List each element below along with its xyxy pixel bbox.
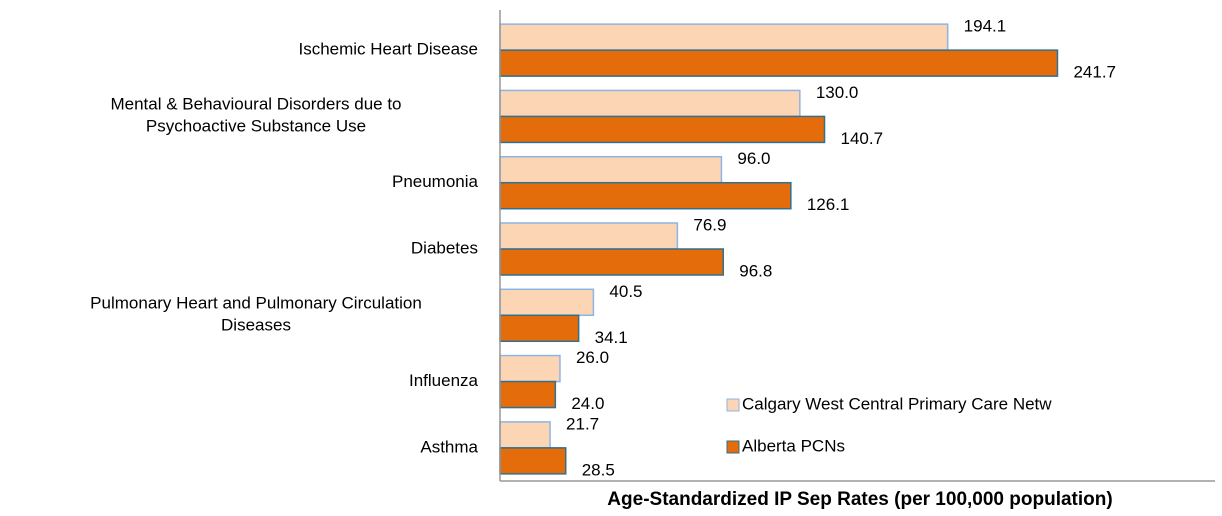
bar [499, 288, 595, 317]
y-tick-label: Pulmonary Heart and Pulmonary Circulatio… [90, 294, 422, 335]
data-label: 96.8 [739, 261, 772, 280]
y-tick-label: Influenza [409, 371, 479, 390]
data-label: 28.5 [582, 460, 615, 479]
bar [499, 49, 1059, 77]
bar [499, 23, 949, 51]
bar [499, 421, 551, 449]
data-label: 21.7 [566, 414, 599, 433]
data-label: 96.0 [737, 149, 770, 168]
bar [499, 181, 792, 210]
y-tick-label: Asthma [420, 437, 478, 456]
bar [499, 354, 561, 383]
bar [499, 115, 826, 144]
legend-label: Alberta PCNs [742, 436, 845, 455]
bar [499, 222, 679, 250]
y-tick-label: Diabetes [411, 238, 478, 257]
bar [499, 248, 725, 276]
data-label: 194.1 [964, 17, 1007, 36]
data-label: 76.9 [693, 215, 726, 234]
y-tick-label: Mental & Behavioural Disorders due to Psy… [110, 95, 401, 136]
bar [499, 89, 801, 118]
data-label: 40.5 [609, 282, 642, 301]
legend-label: Calgary West Central Primary Care Netw [742, 394, 1052, 413]
data-label: 26.0 [576, 348, 609, 367]
bar [499, 314, 580, 343]
data-label: 140.7 [841, 129, 884, 148]
y-tick-label: Ischemic Heart Disease [298, 40, 478, 59]
bar [499, 155, 723, 184]
y-tick-label: Pneumonia [392, 172, 479, 191]
legend-swatch [726, 440, 740, 454]
legend-swatch [726, 398, 740, 412]
data-label: 126.1 [807, 195, 850, 214]
data-label: 34.1 [595, 328, 628, 347]
bar [499, 447, 567, 475]
data-label: 241.7 [1073, 63, 1116, 82]
x-axis-label: Age-Standardized IP Sep Rates (per 100,0… [607, 489, 1112, 510]
data-label: 24.0 [571, 394, 604, 413]
data-label: 130.0 [816, 83, 859, 102]
bar [499, 380, 557, 409]
